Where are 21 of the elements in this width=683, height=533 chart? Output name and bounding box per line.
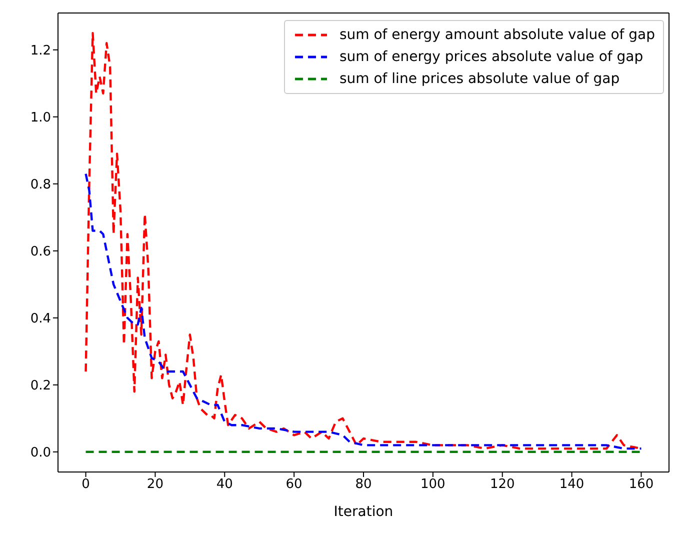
legend-label: sum of energy prices absolute value of gap — [339, 49, 644, 65]
y-tick-label: 1.0 — [30, 110, 51, 126]
x-tick-label: 100 — [420, 477, 446, 492]
line-series — [84, 172, 642, 450]
x-tick-label: 160 — [628, 477, 654, 492]
y-tick-label: 0.2 — [30, 378, 51, 394]
x-tick-label: 80 — [355, 477, 372, 492]
x-tick-label: 20 — [146, 477, 164, 492]
legend-label: sum of energy amount absolute value of gap — [339, 27, 655, 43]
y-tick-label: 0.6 — [30, 244, 51, 260]
y-tick-label: 0.8 — [30, 177, 51, 192]
x-tick-label: 40 — [216, 477, 233, 492]
x-tick-label: 0 — [82, 477, 90, 492]
y-tick-label: 1.2 — [30, 43, 51, 58]
x-tick-label: 120 — [490, 477, 515, 492]
x-axis-title: Iteration — [334, 504, 394, 520]
x-tick-label: 140 — [559, 477, 584, 492]
y-tick-label: 0.4 — [30, 312, 51, 326]
legend-label: sum of line prices absolute value of gap — [339, 71, 620, 87]
y-tick-label: 0.0 — [30, 446, 51, 461]
x-tick-label: 60 — [286, 477, 302, 492]
